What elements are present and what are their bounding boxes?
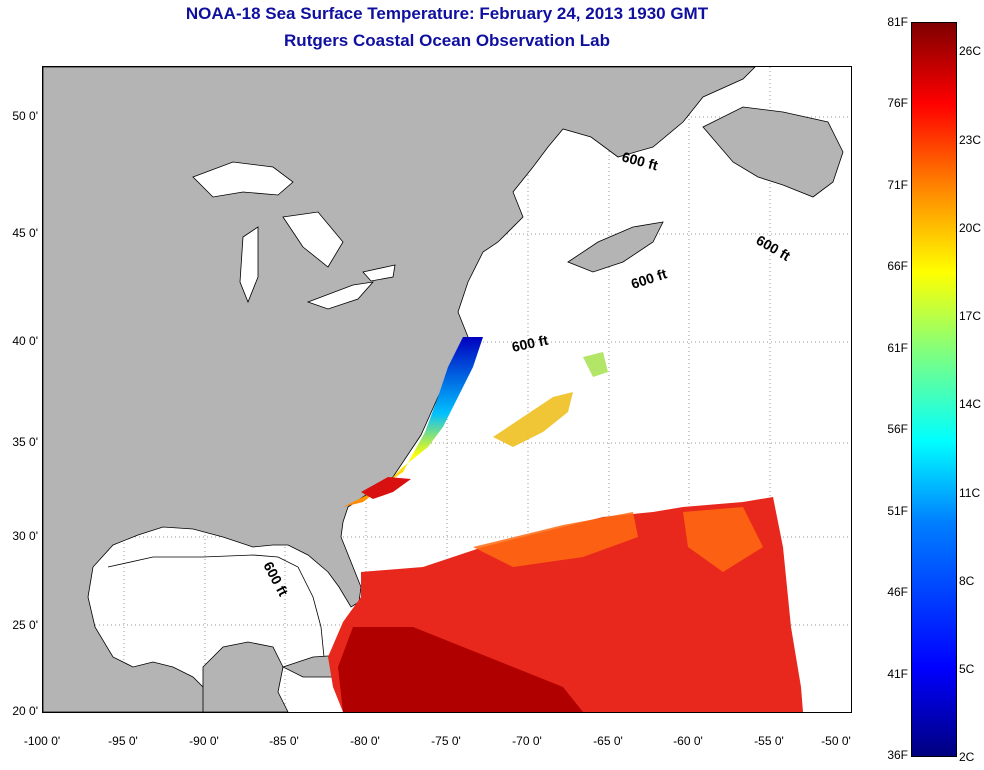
sst-orange-patches [473,507,763,572]
colorbar-c-label: 11C [959,486,981,500]
lat-tick-label: 45 0' [12,226,38,240]
sst-map: 600 ft 600 ft 600 ft 600 ft 600 ft [42,66,852,713]
colorbar-f-label: 46F [887,585,908,599]
contour-label: 600 ft [260,559,291,599]
colorbar-f-label: 61F [887,341,908,355]
colorbar-f-label: 66F [887,259,908,273]
colorbar-c-label: 17C [959,309,982,323]
map-title: NOAA-18 Sea Surface Temperature: Februar… [185,4,709,23]
lon-tick-label: -60 0' [673,734,703,748]
lon-tick-label: -80 0' [350,734,380,748]
contour-label: 600 ft [510,332,549,355]
colorbar-f-label: 76F [887,96,908,110]
sst-offshore-patches [493,392,573,447]
colorbar-f-label: 36F [887,748,908,762]
great-lakes [192,161,396,310]
lon-tick-label: -55 0' [754,734,784,748]
contour-label: 600 ft [629,265,669,292]
lon-tick-label: -75 0' [431,734,461,748]
lat-tick-label: 30 0' [12,529,38,543]
land-north-america [43,67,756,712]
land-yucatan [202,641,289,712]
sst-coastal-gradient [343,337,483,507]
lon-tick-label: -65 0' [593,734,623,748]
lon-tick-label: -90 0' [189,734,219,748]
contour-label: 600 ft [754,232,794,264]
colorbar-f-label: 81F [887,15,908,29]
colorbar-c-label: 20C [959,221,982,235]
colorbar-f-label: 51F [887,504,908,518]
land-nova-scotia [567,221,664,273]
colorbar-c-label: 2C [959,750,975,764]
contour-label: 600 ft [620,148,660,173]
land-newfoundland [702,106,844,198]
sst-map-canvas: 600 ft 600 ft 600 ft 600 ft 600 ft [43,67,851,712]
lon-tick-label: -85 0' [269,734,299,748]
lat-tick-label: 25 0' [12,618,38,632]
lat-tick-label: 40 0' [12,334,38,348]
colorbar-f-label: 71F [887,178,908,192]
map-subtitle: Rutgers Coastal Ocean Observation Lab [284,31,610,50]
colorbar-c-label: 8C [959,574,975,588]
lat-tick-label: 35 0' [12,435,38,449]
temperature-colorbar [911,22,957,757]
lon-tick-label: -50 0' [821,734,851,748]
lon-tick-label: -100 0' [23,734,61,748]
colorbar-f-label: 56F [887,422,908,436]
sst-gulf-stream [361,477,411,499]
sst-offshore-green [583,352,608,377]
colorbar-f-label: 41F [887,667,908,681]
colorbar-c-label: 5C [959,662,975,676]
gulf-shelf-contour [107,554,326,668]
lat-tick-label: 50 0' [12,109,38,123]
sst-deep-red [338,627,583,712]
lat-tick-label: 20 0' [12,704,38,718]
colorbar-c-label: 26C [959,44,982,58]
lon-tick-label: -95 0' [108,734,138,748]
lon-tick-label: -70 0' [512,734,542,748]
colorbar-c-label: 23C [959,133,982,147]
colorbar-c-label: 14C [959,397,982,411]
